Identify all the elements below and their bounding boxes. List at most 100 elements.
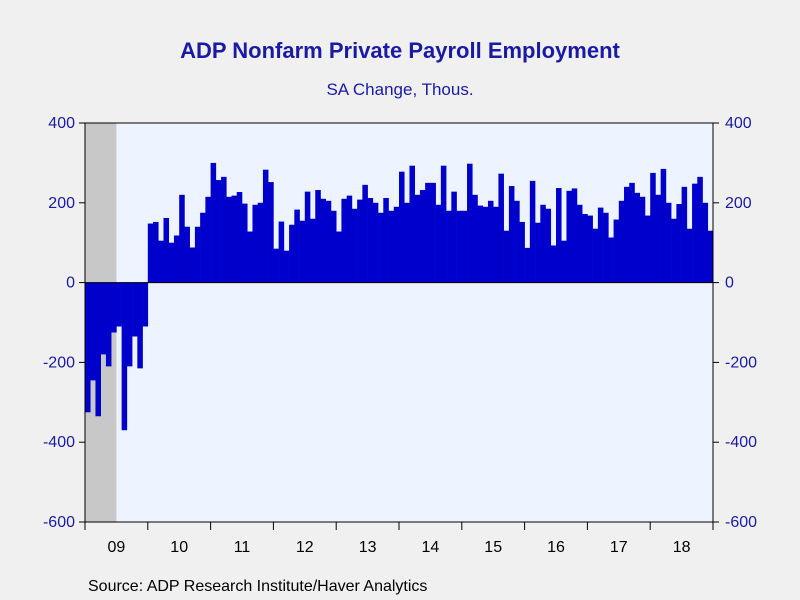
bar	[252, 204, 258, 283]
bar	[137, 282, 143, 369]
chart-source: Source: ADP Research Institute/Haver Ana…	[88, 578, 428, 595]
bar	[126, 282, 133, 367]
bar	[393, 206, 400, 283]
bar	[446, 210, 452, 283]
bar-series	[85, 162, 714, 431]
bar	[147, 223, 154, 283]
y-tick-label-right: 200	[725, 195, 752, 212]
x-tick-label: 18	[673, 539, 691, 556]
bar	[357, 199, 363, 283]
bar	[310, 218, 316, 283]
bar	[236, 192, 243, 283]
bar	[618, 200, 625, 283]
bar	[440, 165, 447, 283]
bar	[121, 282, 128, 431]
bar	[535, 222, 541, 283]
bar	[132, 282, 138, 337]
chart-subtitle: SA Change, Thous.	[326, 80, 474, 99]
bar	[383, 198, 389, 283]
bar	[655, 194, 661, 283]
bar	[644, 215, 651, 283]
bar	[153, 221, 159, 283]
bar	[660, 168, 667, 283]
bar	[435, 204, 442, 283]
bar	[425, 182, 431, 283]
bar	[561, 240, 567, 283]
bar	[304, 191, 311, 283]
bar	[671, 218, 677, 283]
bar	[221, 176, 227, 283]
bar	[173, 235, 180, 283]
bar	[624, 186, 630, 283]
bar	[404, 202, 410, 283]
bar	[399, 171, 405, 283]
bar	[639, 196, 646, 283]
bar	[556, 188, 562, 283]
bar	[592, 228, 599, 283]
bar	[289, 224, 295, 283]
y-tick-label-right: -400	[725, 434, 757, 451]
bar	[226, 196, 232, 283]
y-tick-label-left: 0	[66, 275, 75, 292]
y-tick-label-right: 400	[725, 115, 752, 132]
bar	[278, 221, 285, 283]
bar	[451, 191, 457, 283]
bar	[419, 190, 426, 283]
x-tick-label: 16	[547, 539, 565, 556]
bar	[262, 169, 269, 283]
bar	[205, 196, 211, 283]
bar	[540, 204, 546, 283]
bar	[582, 213, 588, 283]
bar	[650, 172, 656, 283]
bar	[242, 203, 248, 283]
bar	[179, 194, 185, 283]
bar	[90, 282, 96, 381]
bar	[351, 208, 358, 283]
x-tick-label: 14	[422, 539, 440, 556]
bar	[315, 190, 321, 283]
bar	[519, 221, 525, 283]
bar	[378, 212, 384, 283]
bar	[508, 186, 515, 283]
bar	[215, 180, 222, 283]
bar	[681, 186, 688, 283]
y-tick-label-right: -600	[725, 514, 757, 531]
x-axis: 09 10 11 12 13 14 15 16 17 18	[84, 522, 714, 556]
x-tick-label: 11	[234, 539, 251, 556]
bar	[299, 220, 306, 283]
y-tick-label-left: -200	[43, 354, 75, 371]
y-tick-label-left: 200	[48, 195, 75, 212]
bar	[184, 226, 190, 283]
bar	[571, 188, 578, 283]
bar	[320, 198, 327, 283]
bar	[503, 230, 510, 283]
bar	[414, 194, 421, 283]
bar	[498, 173, 504, 283]
bar	[576, 204, 583, 283]
bar	[189, 247, 196, 283]
bar	[603, 212, 609, 283]
bar	[257, 202, 264, 283]
bar	[372, 202, 379, 283]
bar	[341, 198, 347, 283]
bar	[665, 202, 672, 283]
bar	[487, 200, 494, 283]
bar	[461, 210, 468, 283]
bar	[472, 194, 478, 283]
bar	[247, 231, 253, 283]
bar	[367, 198, 374, 283]
bar	[268, 182, 274, 283]
bar	[524, 247, 531, 283]
bar	[231, 195, 238, 283]
bar	[325, 200, 332, 283]
bar	[634, 192, 641, 283]
bar	[200, 212, 206, 283]
bar	[430, 182, 436, 283]
y-tick-label-right: -200	[725, 354, 757, 371]
x-tick-label: 15	[484, 539, 502, 556]
bar	[283, 250, 290, 283]
bar	[330, 210, 337, 283]
x-tick-label: 13	[359, 539, 377, 556]
